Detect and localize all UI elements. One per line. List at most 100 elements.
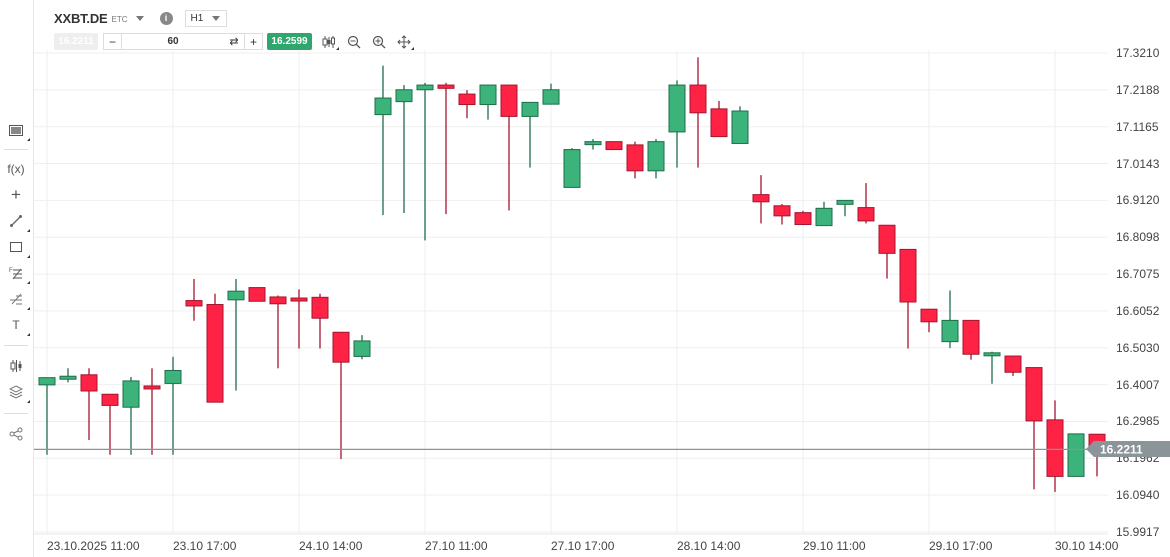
candle[interactable]: [752, 175, 770, 224]
candle[interactable]: [416, 82, 434, 241]
pitchfork-icon[interactable]: [6, 290, 30, 310]
share-icon[interactable]: [6, 425, 26, 443]
candle[interactable]: [227, 278, 245, 391]
y-axis-label: 16.5030: [1116, 340, 1160, 355]
chevron-down-icon: [211, 15, 220, 21]
candle[interactable]: [836, 199, 854, 217]
candle[interactable]: [353, 335, 371, 360]
candle[interactable]: [962, 319, 980, 360]
y-axis-label: 15.9917: [1116, 525, 1160, 539]
candle[interactable]: [374, 65, 392, 216]
candle[interactable]: [794, 210, 812, 226]
candle[interactable]: [1067, 433, 1085, 477]
x-axis-label: 30.10 14:00: [1055, 539, 1119, 553]
candle[interactable]: [185, 278, 203, 321]
symbol-dropdown-chevron-icon[interactable]: [135, 15, 144, 21]
candle[interactable]: [626, 141, 644, 179]
current-price-tag: 16.2211: [1086, 441, 1170, 458]
indicators-icon[interactable]: [6, 357, 26, 375]
zoom-in-icon[interactable]: [370, 33, 387, 50]
candle[interactable]: [122, 376, 140, 455]
buy-price-button[interactable]: 16.2599: [267, 33, 312, 50]
svg-text:16.2211: 16.2211: [1100, 443, 1143, 457]
zoom-out-icon[interactable]: [345, 33, 362, 50]
y-axis-label: 16.7075: [1116, 267, 1160, 282]
candle[interactable]: [920, 308, 938, 333]
candle[interactable]: [542, 83, 560, 105]
candle[interactable]: [647, 139, 665, 179]
candle[interactable]: [563, 148, 581, 188]
candle[interactable]: [731, 106, 749, 144]
candle[interactable]: [206, 293, 224, 403]
timeframe-select[interactable]: H1: [184, 9, 227, 27]
candle[interactable]: [983, 351, 1001, 384]
candle[interactable]: [479, 84, 497, 120]
candle[interactable]: [1004, 355, 1022, 376]
x-axis-label: 27.10 11:00: [425, 539, 488, 553]
candle[interactable]: [458, 90, 476, 119]
y-axis-label: 16.0940: [1116, 488, 1160, 503]
candle[interactable]: [710, 100, 728, 138]
candle[interactable]: [332, 331, 350, 460]
candle[interactable]: [290, 289, 308, 349]
info-icon[interactable]: i: [159, 11, 173, 25]
layers-icon[interactable]: [6, 383, 30, 403]
candle[interactable]: [815, 201, 833, 227]
decrease-quantity-button[interactable]: −: [104, 34, 122, 49]
candle[interactable]: [1025, 367, 1043, 490]
chart-header: XXBT.DE ETC i H1: [54, 8, 227, 28]
text-icon[interactable]: T: [6, 316, 30, 336]
rectangle-icon[interactable]: [6, 238, 30, 258]
candle[interactable]: [248, 287, 266, 302]
trade-toolbar: 16.2211 − 60 ⇄ + 16.2599: [54, 33, 414, 50]
y-axis-label: 17.0143: [1116, 156, 1160, 171]
increase-quantity-button[interactable]: +: [244, 34, 262, 49]
candle[interactable]: [1046, 400, 1064, 492]
fibonacci-icon[interactable]: F: [6, 264, 30, 284]
chart-type-icon[interactable]: [320, 33, 339, 50]
candle[interactable]: [605, 141, 623, 151]
candle[interactable]: [500, 84, 518, 211]
x-axis-label: 29.10 11:00: [803, 539, 866, 553]
trendline-icon[interactable]: [6, 212, 30, 232]
candle[interactable]: [269, 295, 287, 369]
function-icon[interactable]: f(x): [7, 162, 25, 176]
candle[interactable]: [689, 57, 707, 168]
candle[interactable]: [521, 101, 539, 168]
candle[interactable]: [164, 356, 182, 455]
swap-icon[interactable]: ⇄: [229, 36, 239, 48]
drawing-tools-sidebar: f(x) + F T: [0, 0, 34, 557]
layout-icon[interactable]: [6, 121, 30, 141]
candle[interactable]: [311, 293, 329, 349]
candle[interactable]: [143, 368, 161, 455]
candle[interactable]: [668, 80, 686, 168]
move-icon[interactable]: [395, 33, 414, 50]
symbol-name[interactable]: XXBT.DE: [54, 10, 108, 26]
candle[interactable]: [773, 203, 791, 225]
candle[interactable]: [878, 224, 896, 279]
candle[interactable]: [101, 393, 119, 455]
y-axis-label: 17.1165: [1116, 119, 1159, 134]
candle[interactable]: [80, 368, 98, 441]
candle[interactable]: [857, 183, 875, 224]
candle[interactable]: [59, 368, 77, 383]
x-axis-label: 28.10 14:00: [677, 539, 741, 553]
y-axis-label: 16.4007: [1116, 377, 1160, 392]
y-axis-label: 17.3210: [1116, 46, 1160, 60]
quantity-stepper[interactable]: − 60 ⇄ +: [103, 33, 263, 50]
crosshair-icon[interactable]: +: [11, 185, 21, 204]
candle[interactable]: [941, 290, 959, 349]
y-axis-label: 17.2188: [1116, 82, 1160, 97]
candle[interactable]: [395, 85, 413, 213]
candle[interactable]: [584, 139, 602, 150]
sell-price-button[interactable]: 16.2211: [54, 33, 98, 50]
quantity-input[interactable]: 60: [167, 36, 179, 47]
x-axis-label: 27.10 17:00: [551, 539, 615, 553]
candles: [38, 57, 1106, 492]
candle[interactable]: [437, 82, 455, 215]
candle[interactable]: [38, 377, 56, 455]
candle[interactable]: [899, 248, 917, 349]
chart-grid: [34, 50, 1108, 535]
y-axis-label: 16.9120: [1116, 193, 1160, 208]
